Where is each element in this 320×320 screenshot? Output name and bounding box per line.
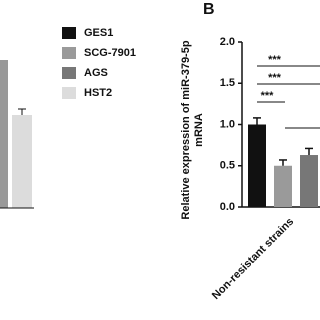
y-tick-label: 2.0 [220,36,235,48]
y-tick-label: 1.0 [220,118,235,130]
legend-swatch [62,47,76,59]
y-axis-label: mRNA [193,113,205,147]
sig-label: *** [261,90,275,102]
cropped-bar [0,60,8,208]
bar [300,155,318,207]
bar [248,124,266,207]
y-tick-label: 1.5 [220,77,235,89]
y-tick-label: 0.5 [220,160,235,172]
legend-swatch [62,87,76,99]
cropped-bar [12,115,32,208]
legend-label: AGS [84,67,108,79]
sig-label: *** [268,72,282,84]
y-tick-label: 0.0 [220,201,235,213]
legend-label: HST2 [84,87,112,99]
legend-label: SCG-7901 [84,47,136,59]
panel-label: B [203,1,215,18]
sig-label: *** [268,54,282,66]
y-axis-label: Relative expression of miR-379-5p [180,40,192,219]
legend-swatch [62,67,76,79]
x-tick-label: Non-resistant strains [210,216,296,302]
legend-swatch [62,27,76,39]
bar [274,165,292,207]
legend-label: GES1 [84,27,113,39]
